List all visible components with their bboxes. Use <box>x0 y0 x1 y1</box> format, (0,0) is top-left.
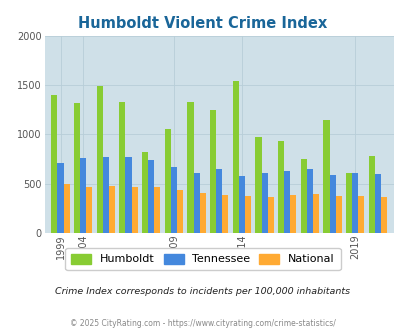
Bar <box>58 163 64 233</box>
Bar <box>323 120 329 233</box>
Bar <box>267 197 273 233</box>
Bar <box>142 152 148 233</box>
Bar <box>232 82 238 233</box>
Bar <box>96 86 102 233</box>
Bar <box>244 196 250 233</box>
Bar <box>380 197 386 233</box>
Bar <box>154 187 160 233</box>
Bar <box>352 173 358 233</box>
Bar <box>199 193 205 233</box>
Bar <box>222 195 228 233</box>
Bar <box>131 186 137 233</box>
Bar <box>329 175 335 233</box>
Bar <box>306 169 312 233</box>
Bar <box>368 156 374 233</box>
Bar <box>119 102 125 233</box>
Bar <box>290 195 296 233</box>
Bar <box>358 196 364 233</box>
Bar <box>209 110 215 233</box>
Bar <box>284 171 290 233</box>
Bar <box>238 176 244 233</box>
Bar <box>261 173 267 233</box>
Text: © 2025 CityRating.com - https://www.cityrating.com/crime-statistics/: © 2025 CityRating.com - https://www.city… <box>70 319 335 328</box>
Bar <box>312 194 318 233</box>
Bar <box>64 183 70 233</box>
Bar <box>374 174 380 233</box>
Text: Humboldt Violent Crime Index: Humboldt Violent Crime Index <box>78 16 327 31</box>
Bar <box>187 102 193 233</box>
Bar <box>80 158 86 233</box>
Bar <box>193 173 199 233</box>
Bar <box>109 185 115 233</box>
Bar <box>164 129 171 233</box>
Bar <box>86 186 92 233</box>
Bar <box>177 190 183 233</box>
Bar <box>277 141 284 233</box>
Legend: Humboldt, Tennessee, National: Humboldt, Tennessee, National <box>65 248 340 270</box>
Bar <box>51 95 58 233</box>
Bar <box>345 173 352 233</box>
Text: Crime Index corresponds to incidents per 100,000 inhabitants: Crime Index corresponds to incidents per… <box>55 287 350 296</box>
Bar <box>102 157 109 233</box>
Bar <box>335 196 341 233</box>
Bar <box>171 167 177 233</box>
Bar <box>255 137 261 233</box>
Bar <box>125 157 131 233</box>
Bar <box>215 169 222 233</box>
Bar <box>74 103 80 233</box>
Bar <box>300 159 306 233</box>
Bar <box>148 160 154 233</box>
